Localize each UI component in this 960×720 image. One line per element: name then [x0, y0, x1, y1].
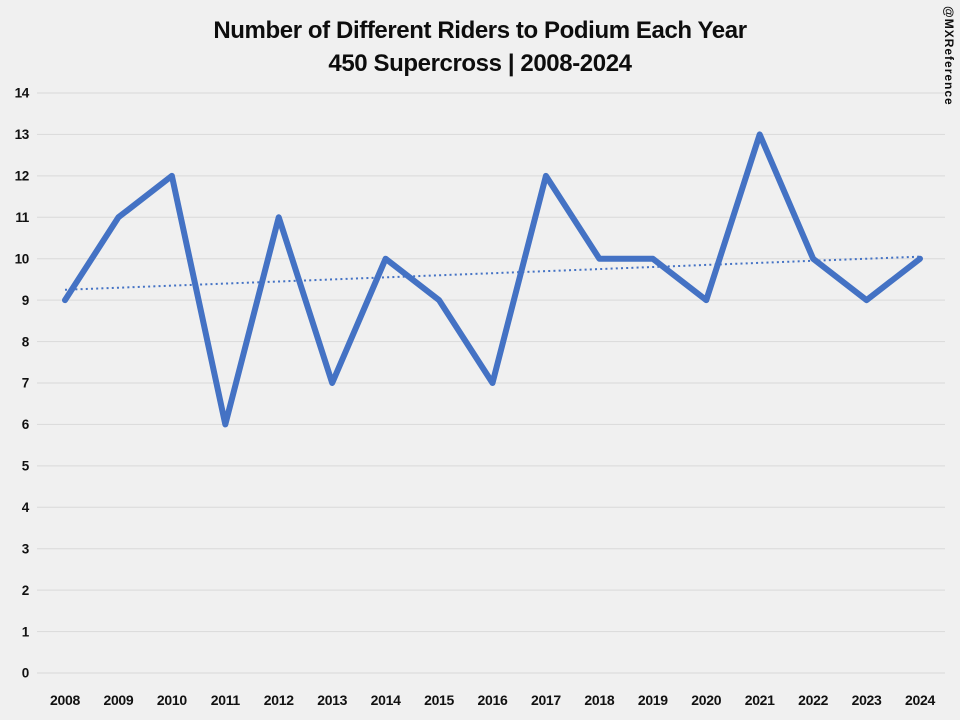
y-tick-label: 4: [22, 500, 30, 515]
y-tick-label: 12: [15, 169, 29, 184]
watermark-text: @MXReference: [942, 6, 956, 106]
x-tick-label: 2021: [745, 692, 775, 708]
x-tick-label: 2011: [211, 692, 241, 708]
x-tick-label: 2020: [691, 692, 721, 708]
x-tick-label: 2008: [50, 692, 80, 708]
x-tick-label: 2018: [584, 692, 614, 708]
y-tick-label: 2: [22, 583, 29, 598]
x-tick-label: 2013: [317, 692, 347, 708]
y-tick-label: 1: [22, 624, 30, 639]
y-tick-label: 10: [15, 251, 29, 266]
y-tick-label: 0: [22, 666, 29, 681]
x-tick-label: 2017: [531, 692, 561, 708]
x-tick-label: 2012: [264, 692, 294, 708]
y-tick-label: 9: [22, 293, 29, 308]
y-tick-label: 8: [22, 334, 30, 349]
x-tick-label: 2019: [638, 692, 668, 708]
trendline: [64, 255, 921, 291]
x-tick-label: 2010: [157, 692, 187, 708]
y-tick-label: 5: [22, 459, 30, 474]
x-tick-label: 2024: [905, 692, 935, 708]
data-line: [62, 131, 923, 428]
x-tick-label: 2014: [371, 692, 401, 708]
x-tick-label: 2023: [852, 692, 882, 708]
title-block: Number of Different Riders to Podium Eac…: [0, 14, 960, 80]
y-tick-label: 13: [15, 127, 30, 142]
chart-title: Number of Different Riders to Podium Eac…: [213, 17, 747, 44]
x-tick-label: 2015: [424, 692, 454, 708]
y-tick-label: 11: [15, 210, 29, 225]
y-tick-label: 14: [15, 86, 30, 101]
x-tick-label: 2022: [798, 692, 828, 708]
chart-subtitle: 450 Supercross | 2008-2024: [328, 50, 632, 77]
x-tick-label: 2016: [478, 692, 508, 708]
y-tick-label: 6: [22, 417, 30, 432]
x-tick-label: 2009: [103, 692, 133, 708]
y-tick-label: 7: [22, 376, 29, 391]
y-tick-label: 3: [22, 541, 30, 556]
